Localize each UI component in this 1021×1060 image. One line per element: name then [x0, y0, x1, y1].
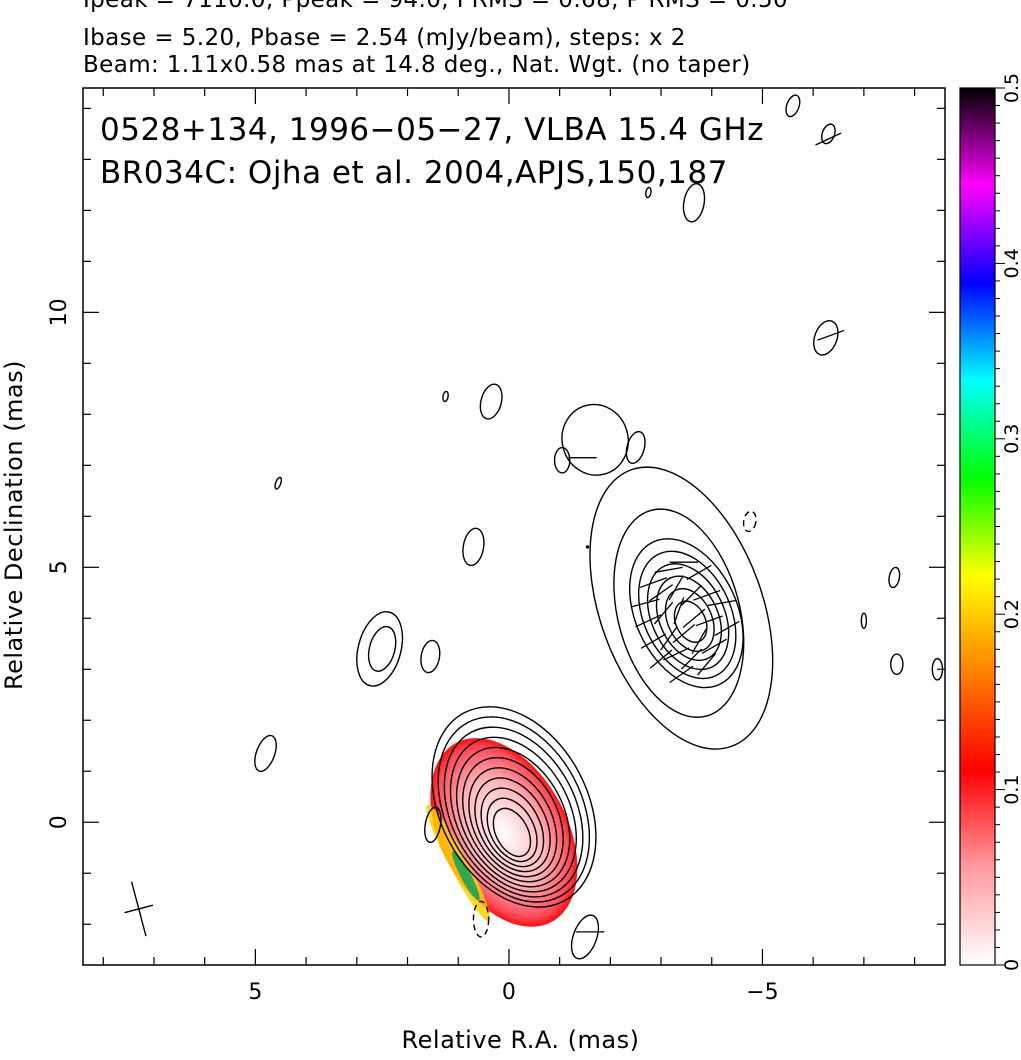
- core-contour: [474, 777, 551, 873]
- colorbar-tick-label: 0.2: [1001, 599, 1021, 629]
- jet-contour: [637, 550, 737, 680]
- negative-contour: [472, 900, 490, 938]
- core-contour: [468, 767, 558, 878]
- polarization-vector: [815, 132, 842, 146]
- axis-ticks: [83, 88, 945, 965]
- contour-blob: [813, 320, 839, 356]
- jet-contour: [664, 587, 715, 652]
- colorbar-tick-label: 0.5: [1001, 73, 1021, 103]
- contour-blob: [356, 611, 404, 687]
- polarization-vector: [654, 566, 683, 573]
- core-contour: [492, 807, 532, 858]
- polarization-vector: [672, 623, 696, 644]
- colorbar: [959, 87, 996, 966]
- jet-contour: [613, 508, 745, 718]
- polarization-vector: [691, 628, 707, 654]
- contour-blob: [570, 914, 600, 960]
- colorbar-tick-label: 0.4: [1001, 248, 1021, 278]
- header-beam-line: Beam: 1.11x0.58 mas at 14.8 deg., Nat. W…: [83, 52, 751, 78]
- contour-dot: [585, 545, 590, 549]
- y-tick-label: 0: [47, 815, 72, 829]
- polarization-vector: [680, 584, 702, 606]
- polarization-vector: [686, 564, 712, 581]
- plot-title-reference: BR034C: Ojha et al. 2004,APJS,150,187: [100, 155, 728, 191]
- polarization-vectors: [568, 132, 845, 933]
- polarization-vector: [663, 647, 690, 661]
- jet-contour: [655, 575, 723, 662]
- colorbar-tick-label: 0: [1001, 959, 1021, 971]
- contour-blob: [625, 430, 646, 464]
- plot-frame: [82, 87, 946, 966]
- polarization-vector: [817, 329, 845, 341]
- core-contour: [449, 736, 577, 893]
- polarization-vector: [682, 608, 706, 628]
- polarization-vector: [631, 598, 660, 608]
- polarization-vector: [668, 575, 684, 601]
- polarization-vector: [659, 626, 678, 651]
- core-contour: [443, 726, 584, 898]
- contour-blob: [367, 625, 397, 672]
- core-contour: [431, 706, 597, 908]
- polarization-vector: [673, 597, 685, 625]
- polarization-vector: [714, 620, 740, 637]
- contour-blob: [479, 383, 503, 420]
- contour-blob: [860, 612, 868, 630]
- contour-blob: [682, 182, 706, 223]
- x-axis-label: Relative R.A. (mas): [401, 1026, 640, 1054]
- core-polarization-edge-tip: [451, 851, 480, 901]
- contour-blob: [931, 657, 944, 681]
- polarization-vector: [649, 649, 673, 669]
- colorbar-tick-label: 0.1: [1001, 774, 1021, 804]
- core-contour: [480, 787, 545, 868]
- x-tick-label: 0: [502, 980, 516, 1005]
- y-tick-label: 10: [47, 298, 72, 326]
- colorbar-ticks: 0 0.1 0.2 0.3 0.4 0.5: [995, 73, 1021, 971]
- polarization-vector: [639, 577, 668, 589]
- contour-blob: [785, 94, 801, 118]
- contour-blob: [462, 527, 485, 567]
- colorbar-tick-label: 0.3: [1001, 424, 1021, 454]
- jet-contour: [628, 538, 744, 689]
- polarization-vector: [701, 638, 727, 654]
- polarization-vector: [649, 584, 674, 602]
- core-contour: [462, 756, 564, 883]
- axis-tick-labels: 5 0 −5 0 5 10: [47, 298, 779, 1005]
- x-tick-label: 5: [248, 980, 262, 1005]
- x-tick-label: −5: [746, 980, 778, 1005]
- y-axis-label: Relative Declination (mas): [0, 359, 28, 691]
- jet-contour: [589, 466, 774, 750]
- polarization-vector: [669, 665, 694, 684]
- contour-blob: [890, 653, 904, 676]
- core-contour: [455, 746, 571, 888]
- core-contour: [437, 716, 591, 903]
- contour-blob: [645, 186, 652, 199]
- y-tick-label: 5: [47, 560, 72, 574]
- contour-blob: [424, 806, 442, 844]
- polarization-vector: [697, 652, 717, 676]
- polarization-vector: [680, 648, 702, 670]
- beam-minor-axis: [124, 904, 154, 914]
- contour-blob: [254, 734, 277, 773]
- contour-blob: [553, 446, 571, 474]
- contour-blob: [442, 390, 449, 403]
- plot-title-source: 0528+134, 1996−05−27, VLBA 15.4 GHz: [100, 112, 764, 148]
- contour-blob: [888, 566, 901, 589]
- contour-blob: [420, 639, 441, 674]
- jet-contour: [646, 563, 730, 671]
- header-base-line: Ibase = 5.20, Pbase = 2.54 (mJy/beam), s…: [83, 25, 686, 51]
- polarization-vector: [693, 589, 721, 601]
- polarization-vector: [640, 633, 667, 649]
- contour-blob: [274, 476, 283, 490]
- beam-marker: [124, 881, 154, 937]
- polarization-vector: [695, 615, 723, 627]
- negative-contour: [742, 510, 757, 533]
- core-contour: [486, 797, 538, 863]
- polarization-vector: [653, 601, 674, 625]
- intensity-contours: [254, 94, 944, 960]
- polarization-vector: [635, 614, 662, 628]
- header-peak-line: Ipeak = 7110.0, Ppeak = 94.0, I RMS = 0.…: [83, 0, 789, 13]
- polarization-vector: [707, 599, 736, 607]
